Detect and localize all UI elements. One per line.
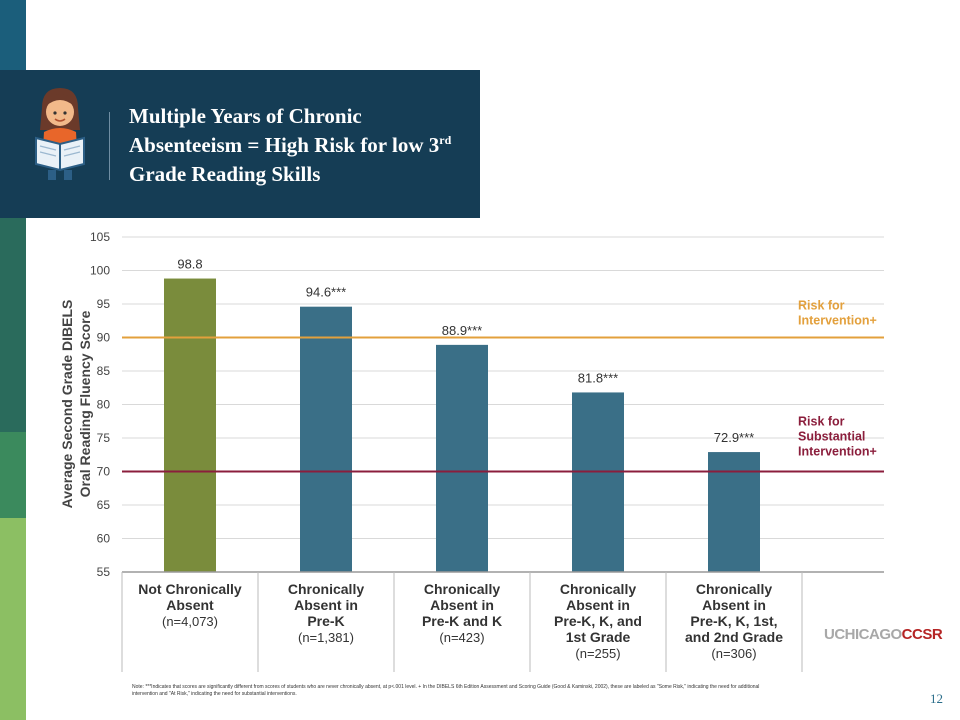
x-category-n: (n=306) [711, 646, 756, 661]
y-tick-label: 90 [97, 331, 111, 345]
x-category-n: (n=1,381) [298, 630, 354, 645]
bar [708, 452, 760, 572]
slide-title: Multiple Years of Chronic Absenteeism = … [129, 102, 474, 189]
data-label: 81.8*** [578, 370, 618, 385]
x-category-n: (n=255) [575, 646, 620, 661]
stripe-5 [0, 518, 26, 720]
bar [164, 278, 216, 572]
bar [572, 392, 624, 572]
reference-line-label: Risk for Intervention+ [798, 299, 877, 328]
y-axis-label: Average Second Grade DIBELS Oral Reading … [59, 300, 93, 509]
logo-text-ccsr: CCSR [901, 626, 943, 643]
stripe-1 [0, 0, 26, 70]
data-label: 98.8 [177, 257, 202, 272]
x-category-label: Not Chronically Absent [138, 581, 242, 613]
y-tick-label: 60 [97, 532, 111, 546]
x-category-label: Chronically Absent in Pre-K, K, and 1st Gra… [554, 581, 642, 645]
y-tick-label: 85 [97, 364, 111, 378]
data-label: 72.9*** [714, 430, 754, 445]
data-label: 88.9*** [442, 323, 482, 338]
y-tick-label: 105 [90, 230, 110, 244]
title-divider [109, 112, 110, 180]
bar [436, 344, 488, 572]
data-label: 94.6*** [306, 285, 346, 300]
x-category-label: Chronically Absent in Pre-K, K, 1st, and 2n… [685, 581, 783, 645]
y-tick-label: 95 [97, 297, 111, 311]
x-category-label: Chronically Absent in Pre-K and K [422, 581, 502, 629]
y-tick-label: 55 [97, 565, 111, 579]
stripe-4 [0, 432, 26, 518]
logo-text-uchicago: UCHICAGO [824, 626, 902, 643]
x-category-n: (n=4,073) [162, 614, 218, 629]
y-tick-label: 65 [97, 498, 111, 512]
y-tick-label: 75 [97, 431, 111, 445]
slide-title-end: Grade Reading Skills [129, 162, 321, 186]
x-category-label: Chronically Absent in Pre-K [288, 581, 364, 629]
uchicago-ccsr-logo: UCHICAGOCCSR [824, 626, 943, 643]
y-tick-label: 80 [97, 398, 111, 412]
footnote: Note: ***Indicates that scores are signi… [132, 684, 760, 697]
reading-child-icon [35, 88, 85, 180]
y-tick-label: 100 [90, 264, 110, 278]
reference-line-label: Risk for Substantial Intervention+ [798, 415, 877, 459]
x-category-n: (n=423) [439, 630, 484, 645]
slide-title-superscript: rd [439, 133, 452, 147]
page-number: 12 [930, 691, 943, 706]
y-tick-label: 70 [97, 465, 111, 479]
stripe-3 [0, 218, 26, 432]
slide-title-main: Multiple Years of Chronic Absenteeism = … [129, 104, 440, 157]
bar [300, 306, 352, 572]
